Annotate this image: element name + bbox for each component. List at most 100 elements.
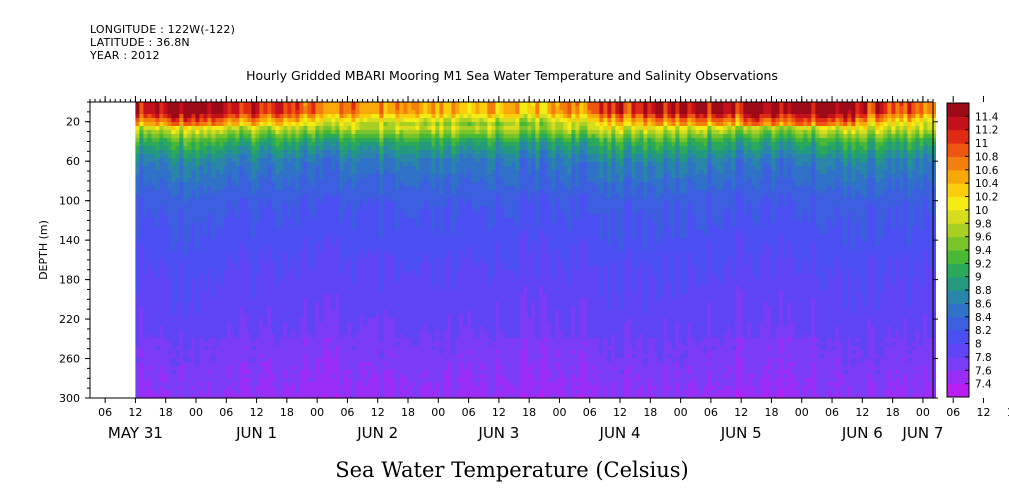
heatmap-cell — [175, 322, 180, 327]
heatmap-cell — [235, 246, 240, 251]
heatmap-cell — [371, 238, 376, 243]
heatmap-cell — [339, 130, 344, 135]
heatmap-cell — [283, 230, 288, 235]
heatmap-cell — [295, 302, 300, 307]
heatmap-cell — [327, 286, 332, 291]
heatmap-cell — [355, 314, 360, 319]
heatmap-cell — [191, 142, 196, 147]
heatmap-cell — [355, 202, 360, 207]
heatmap-cell — [187, 358, 192, 363]
heatmap-cell — [363, 366, 368, 371]
heatmap-cell — [371, 234, 376, 239]
heatmap-cell — [243, 302, 248, 307]
heatmap-cell — [227, 358, 232, 363]
heatmap-cell — [219, 310, 224, 315]
heatmap-cell — [279, 374, 284, 379]
heatmap-cell — [267, 338, 272, 343]
heatmap-cell — [215, 334, 220, 339]
heatmap-cell — [147, 286, 152, 291]
heatmap-cell — [135, 218, 140, 223]
heatmap-cell — [171, 138, 176, 143]
heatmap-cell — [351, 162, 356, 167]
heatmap-cell — [399, 130, 404, 135]
heatmap-cell — [227, 106, 232, 111]
heatmap-cell — [403, 182, 408, 187]
heatmap-cell — [351, 362, 356, 367]
heatmap-cell — [383, 382, 388, 387]
heatmap-cell — [247, 154, 252, 159]
heatmap-cell — [235, 202, 240, 207]
heatmap-cell — [391, 246, 396, 251]
heatmap-cell — [139, 346, 144, 351]
heatmap-cell — [167, 270, 172, 275]
heatmap-cell — [287, 126, 292, 131]
heatmap-cell — [331, 110, 336, 115]
heatmap-cell — [287, 194, 292, 199]
heatmap-cell — [275, 142, 280, 147]
heatmap-cell — [395, 118, 400, 123]
heatmap-cell — [335, 222, 340, 227]
heatmap-cell — [195, 118, 200, 123]
heatmap-cell — [379, 394, 384, 399]
heatmap-cell — [255, 186, 260, 191]
heatmap-cell — [207, 358, 212, 363]
heatmap-cell — [319, 274, 324, 279]
heatmap-cell — [311, 330, 316, 335]
heatmap-cell — [359, 394, 364, 399]
heatmap-cell — [235, 170, 240, 175]
heatmap-cell — [263, 378, 268, 383]
heatmap-cell — [187, 122, 192, 127]
heatmap-cell — [207, 142, 212, 147]
heatmap-cell — [263, 114, 268, 119]
heatmap-cell — [155, 326, 160, 331]
heatmap-cell — [279, 314, 284, 319]
heatmap-cell — [375, 310, 380, 315]
heatmap-cell — [231, 306, 236, 311]
heatmap-cell — [183, 166, 188, 171]
heatmap-cell — [263, 266, 268, 271]
heatmap-cell — [351, 274, 356, 279]
heatmap-cell — [331, 230, 336, 235]
heatmap-cell — [235, 298, 240, 303]
heatmap-cell — [323, 154, 328, 159]
heatmap-cell — [331, 202, 336, 207]
heatmap-cell — [151, 130, 156, 135]
heatmap-cell — [399, 394, 404, 399]
heatmap-cell — [311, 294, 316, 299]
heatmap-cell — [391, 386, 396, 391]
heatmap-cell — [343, 286, 348, 291]
heatmap-cell — [375, 238, 380, 243]
heatmap-cell — [371, 390, 376, 395]
heatmap-cell — [155, 190, 160, 195]
heatmap-cell — [259, 270, 264, 275]
heatmap-cell — [291, 274, 296, 279]
heatmap-cell — [219, 226, 224, 231]
heatmap-cell — [255, 282, 260, 287]
heatmap-cell — [219, 378, 224, 383]
heatmap-cell — [335, 206, 340, 211]
heatmap-cell — [207, 386, 212, 391]
heatmap-cell — [243, 326, 248, 331]
heatmap-cell — [311, 382, 316, 387]
heatmap-cell — [383, 278, 388, 283]
heatmap-cell — [251, 146, 256, 151]
heatmap-cell — [315, 186, 320, 191]
heatmap-cell — [231, 246, 236, 251]
heatmap-cell — [227, 322, 232, 327]
heatmap-cell — [339, 298, 344, 303]
heatmap-cell — [355, 170, 360, 175]
heatmap-cell — [235, 114, 240, 119]
heatmap-cell — [191, 318, 196, 323]
heatmap-cell — [167, 278, 172, 283]
heatmap-cell — [151, 238, 156, 243]
heatmap-cell — [199, 382, 204, 387]
heatmap-cell — [295, 394, 300, 399]
heatmap-cell — [355, 358, 360, 363]
heatmap-cell — [231, 294, 236, 299]
heatmap-cell — [163, 102, 168, 107]
heatmap-cell — [223, 222, 228, 227]
heatmap-cell — [167, 190, 172, 195]
heatmap-cell — [263, 138, 268, 143]
heatmap-cell — [263, 150, 268, 155]
heatmap-cell — [355, 378, 360, 383]
